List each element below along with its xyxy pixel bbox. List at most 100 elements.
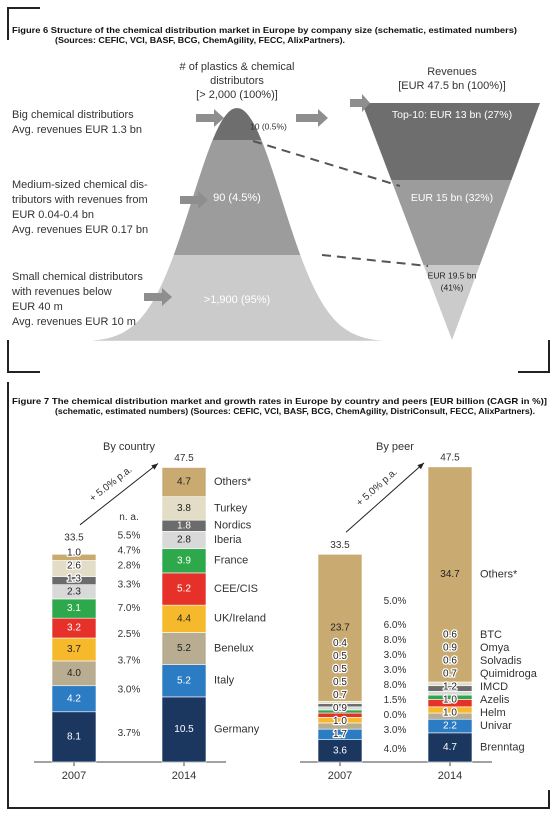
series-name: Solvadis bbox=[480, 655, 522, 667]
series-name: Omya bbox=[480, 642, 510, 654]
segment-description: EUR 40 m bbox=[12, 301, 63, 313]
growth-rate: 4.0% bbox=[384, 744, 407, 755]
segment-description: Avg. revenues EUR 0.17 bn bbox=[12, 224, 148, 236]
chart-title: By country bbox=[103, 441, 155, 453]
growth-annotation: + 5.0% p.a. bbox=[354, 467, 399, 509]
value-label: 1.2 bbox=[443, 682, 457, 693]
value-label: 1.0 bbox=[443, 708, 457, 719]
growth-annotation: + 5.0% p.a. bbox=[88, 464, 135, 504]
frame-corner bbox=[518, 340, 550, 373]
funnel-band bbox=[362, 103, 540, 180]
segment-description: Medium-sized chemical dis- bbox=[12, 179, 148, 191]
growth-arrow bbox=[79, 463, 159, 526]
bar-segment bbox=[161, 696, 207, 763]
value-label: 0.9 bbox=[333, 703, 347, 714]
value-label: 3.1 bbox=[67, 603, 81, 614]
total-label: 47.5 bbox=[174, 453, 194, 464]
x-tick-label: 2007 bbox=[328, 770, 352, 782]
distributor-count: >1,900 (95%) bbox=[204, 294, 270, 306]
chart-title: By peer bbox=[376, 441, 414, 453]
growth-rate: 3.0% bbox=[118, 684, 141, 695]
series-name: CEE/CIS bbox=[214, 583, 258, 595]
bar-segment bbox=[161, 572, 207, 606]
value-label: 5.2 bbox=[177, 584, 191, 595]
growth-arrow bbox=[345, 462, 425, 533]
growth-rate: 8.0% bbox=[384, 680, 407, 691]
value-label: 3.6 bbox=[333, 745, 347, 756]
distributor-count: 10 (0.5%) bbox=[250, 121, 287, 131]
bar-segment bbox=[317, 553, 363, 702]
segment-description: Big chemical distributiors bbox=[12, 109, 134, 121]
connector-line bbox=[252, 140, 401, 187]
arrow bbox=[180, 191, 208, 209]
growth-rate: 5.5% bbox=[118, 531, 141, 542]
growth-rate: 6.0% bbox=[384, 620, 407, 631]
series-name: Others* bbox=[214, 476, 252, 488]
market-charts: By country 2007 8.1 4.2 4.0 3.7 3.2 3.1 2.3 1.3 2.… bbox=[34, 441, 538, 782]
growth-rate: 4.7% bbox=[118, 546, 141, 557]
bar-segment bbox=[427, 732, 473, 763]
bar-segment bbox=[161, 467, 207, 497]
value-label: 0.9 bbox=[443, 643, 457, 654]
value-label: 2.2 bbox=[443, 721, 457, 732]
revenue-share: Top-10: EUR 13 bn (27%) bbox=[392, 109, 512, 121]
segment-description: tributors with revenues from bbox=[12, 194, 148, 206]
value-label: 10.5 bbox=[174, 724, 194, 735]
value-label: 3.7 bbox=[67, 644, 81, 655]
value-label: 2.8 bbox=[177, 535, 191, 546]
value-label: 0.4 bbox=[333, 638, 347, 649]
series-name: Italy bbox=[214, 675, 235, 687]
bar-segment bbox=[51, 553, 97, 561]
value-label: 2.3 bbox=[67, 586, 81, 597]
growth-rate: 3.3% bbox=[118, 579, 141, 590]
diagram-header: [> 2,000 (100%)] bbox=[196, 89, 278, 101]
growth-rate: 8.0% bbox=[384, 635, 407, 646]
value-label: 1.7 bbox=[333, 729, 347, 740]
bar-segment bbox=[161, 604, 207, 633]
x-tick-label: 2014 bbox=[438, 770, 462, 782]
distributor-mountain bbox=[92, 108, 382, 341]
arrow bbox=[144, 288, 172, 306]
value-label: 5.2 bbox=[177, 675, 191, 686]
stacked-bar-chart: By peer 2007 3.6 1.7 1.0 0.9 0.7 0.5 0.5 0.5 0.4 23… bbox=[300, 441, 538, 782]
diagram-header: [EUR 47.5 bn (100%)] bbox=[398, 80, 506, 92]
series-name: Benelux bbox=[214, 642, 254, 654]
segment-description: Avg. revenues EUR 10 m bbox=[12, 316, 136, 328]
revenue-share: EUR 15 bn (32%) bbox=[411, 192, 493, 204]
series-name: Univar bbox=[480, 720, 512, 732]
figure-caption: (Sources: CEFIC, VCI, BASF, BCG, ChemAgi… bbox=[55, 35, 345, 45]
value-label: 1.0 bbox=[443, 695, 457, 706]
figure-caption: Figure 6 Structure of the chemical distr… bbox=[12, 25, 517, 35]
series-name: Quimidroga bbox=[480, 668, 538, 680]
revenue-funnel bbox=[362, 103, 540, 340]
value-label: 3.8 bbox=[177, 503, 191, 514]
series-name: BTC bbox=[480, 629, 502, 641]
arrow bbox=[196, 109, 224, 127]
series-name: Azelis bbox=[480, 694, 510, 706]
diagram-header: distributors bbox=[210, 75, 264, 87]
series-name: Germany bbox=[214, 723, 260, 735]
value-label: 4.7 bbox=[177, 477, 191, 488]
frame-line bbox=[7, 382, 550, 809]
total-label: 33.5 bbox=[330, 540, 350, 551]
value-label: 0.5 bbox=[333, 677, 347, 688]
value-label: 0.7 bbox=[333, 690, 347, 701]
segment-description: Avg. revenues EUR 1.3 bn bbox=[12, 124, 142, 136]
value-label: 1.0 bbox=[333, 716, 347, 727]
series-name: Helm bbox=[480, 707, 506, 719]
distributor-count: 90 (4.5%) bbox=[213, 192, 261, 204]
value-label: 3.2 bbox=[67, 623, 81, 634]
arrow-head bbox=[417, 462, 424, 470]
growth-rate: 5.0% bbox=[384, 596, 407, 607]
revenue-share: EUR 19.5 bn bbox=[428, 270, 477, 280]
value-label: 4.2 bbox=[67, 693, 81, 704]
bar-segment bbox=[51, 660, 97, 687]
value-label: 3.9 bbox=[177, 555, 191, 566]
series-name: UK/Ireland bbox=[214, 613, 266, 625]
value-label: 0.6 bbox=[443, 656, 457, 667]
segment-description: EUR 0.04-0.4 bn bbox=[12, 209, 94, 221]
value-label: 4.0 bbox=[67, 668, 81, 679]
growth-rate: 3.0% bbox=[384, 725, 407, 736]
connector-line bbox=[321, 254, 429, 267]
